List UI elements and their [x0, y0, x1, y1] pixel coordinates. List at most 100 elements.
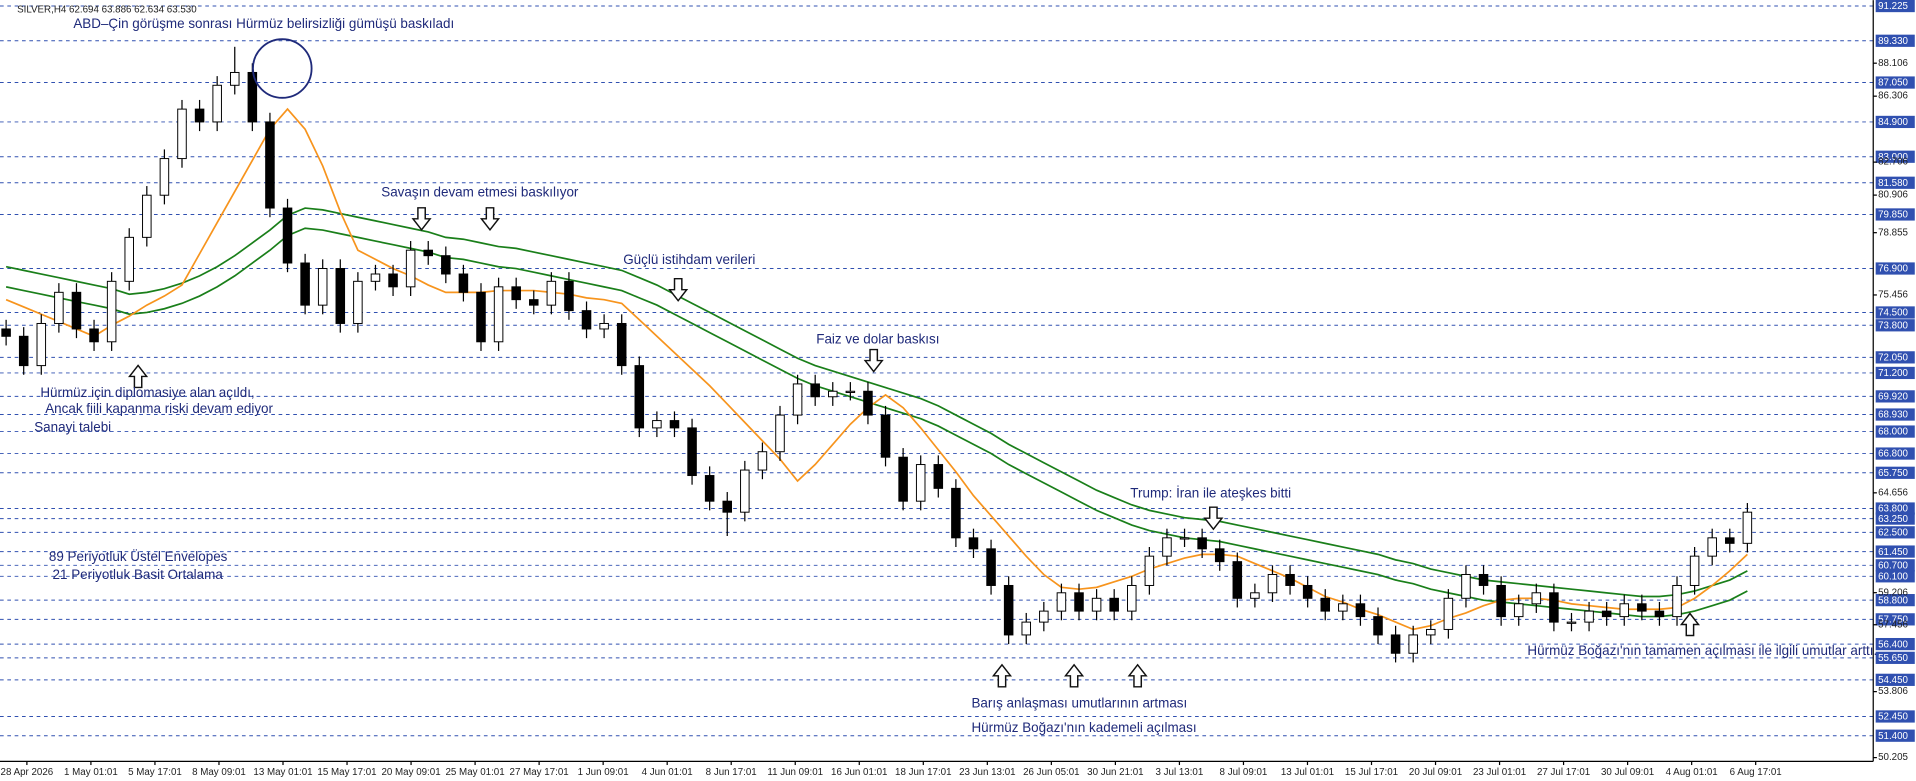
candle-body	[757, 451, 768, 471]
candle-body	[1109, 597, 1119, 612]
candle-body	[282, 207, 293, 264]
y-tick-label: 59.206	[1878, 587, 1908, 598]
candle-body	[546, 280, 557, 306]
chart-header: SILVER,H4 62.694 63.886 62.634 63.530	[17, 4, 197, 15]
candle-body	[933, 464, 944, 489]
level-label-box	[1875, 319, 1915, 332]
y-tick-label: 82.706	[1878, 157, 1908, 168]
x-tick-label: 15 May 17:01	[317, 767, 376, 778]
level-label-box	[1875, 208, 1915, 221]
candle-body	[1601, 610, 1612, 618]
indicator-line	[5, 207, 1748, 598]
level-label-box	[1875, 425, 1915, 438]
level-label: 73.800	[1878, 320, 1908, 331]
candle-body	[863, 390, 873, 416]
x-tick-label: 15 Jul 17:01	[1345, 767, 1398, 778]
level-label-box	[1875, 150, 1915, 163]
candle-body	[54, 291, 64, 324]
down-arrow	[411, 207, 432, 232]
candle-body	[441, 255, 451, 275]
level-label-box	[1875, 710, 1915, 723]
candle-body	[1021, 621, 1032, 636]
level-label-box	[1875, 115, 1915, 129]
level-label: 65.750	[1878, 468, 1908, 479]
candle-body	[476, 291, 486, 343]
candle-body	[1197, 537, 1207, 550]
candle-body	[300, 262, 310, 306]
annotation: Güçlü istihdam verileri	[623, 252, 755, 267]
x-tick-label: 23 Jul 01:01	[1473, 767, 1526, 778]
candle-body	[212, 84, 222, 123]
lines-layer	[5, 107, 1748, 631]
y-tick-label: 86.306	[1878, 91, 1908, 102]
level-label: 83.000	[1878, 152, 1908, 163]
candle-body	[845, 390, 856, 393]
x-tick-label: 4 Jun 01:01	[642, 767, 693, 778]
x-tick-label: 26 Jun 05:01	[1023, 767, 1079, 778]
annotation: Ancak fiili kapanma riski devam ediyor	[45, 401, 273, 416]
down-arrow	[1203, 506, 1224, 531]
candle-body	[229, 71, 240, 86]
legend-entry: 89 Periyotluk Üstel Envelopes	[49, 549, 228, 564]
candle-body	[1478, 573, 1489, 586]
candle-body	[1725, 537, 1735, 544]
candle-body	[177, 108, 187, 160]
candle-body	[106, 280, 117, 343]
candle-body	[335, 268, 346, 324]
x-tick-label: 8 May 09:01	[192, 767, 246, 778]
level-label: 58.800	[1878, 595, 1908, 606]
y-tick-label: 75.456	[1878, 290, 1908, 301]
candle-body	[915, 464, 926, 502]
x-tick-label: 1 Jun 09:01	[578, 767, 629, 778]
candle-body	[511, 286, 521, 301]
level-label: 68.930	[1878, 410, 1908, 421]
candle-body	[317, 268, 328, 306]
highlight-circle	[252, 38, 313, 99]
up-arrow	[1127, 663, 1148, 688]
annotation: Savaşın devam etmesi baskılıyor	[381, 185, 579, 200]
candle-body	[704, 475, 715, 502]
level-label-box	[1875, 366, 1915, 380]
candles-layer	[1, 46, 1753, 663]
level-label: 63.250	[1878, 514, 1908, 525]
level-label: 91.225	[1878, 1, 1908, 12]
level-label-box	[1875, 0, 1915, 13]
x-tick-label: 16 Jun 01:01	[831, 767, 887, 778]
candle-body	[1619, 603, 1630, 618]
indicator-line	[5, 227, 1748, 618]
candle-body	[1513, 603, 1524, 618]
level-label: 66.800	[1878, 449, 1908, 460]
candle-body	[1689, 555, 1700, 586]
candle-body	[740, 469, 750, 513]
candle-body	[1355, 603, 1366, 618]
level-label: 51.400	[1878, 731, 1908, 742]
candle-body	[124, 236, 134, 282]
candle-body	[1, 328, 11, 337]
level-label-box	[1875, 729, 1915, 742]
candle-body	[669, 420, 680, 429]
level-label: 54.450	[1878, 675, 1908, 686]
candle-body	[388, 273, 398, 288]
candle-body	[1566, 621, 1577, 624]
candle-body	[71, 291, 82, 330]
level-label: 55.650	[1878, 653, 1908, 664]
x-tick-label: 28 Apr 2026	[1, 767, 54, 778]
candle-body	[18, 335, 29, 367]
x-tick-label: 13 May 01:01	[253, 767, 312, 778]
down-arrow	[863, 348, 884, 373]
level-label-box	[1875, 447, 1915, 460]
level-label: 63.800	[1878, 504, 1908, 515]
candle-body	[89, 328, 99, 343]
candle-body	[652, 420, 662, 429]
candle-body	[1390, 634, 1401, 654]
candle-body	[599, 322, 609, 330]
level-label: 84.900	[1878, 117, 1908, 128]
level-label: 81.580	[1878, 178, 1908, 189]
candle-body	[1179, 537, 1190, 540]
y-tick-label: 88.106	[1878, 58, 1908, 69]
candle-body	[1496, 584, 1506, 618]
candle-body	[1338, 603, 1348, 612]
candle-body	[564, 280, 574, 312]
level-label-box	[1875, 306, 1915, 319]
